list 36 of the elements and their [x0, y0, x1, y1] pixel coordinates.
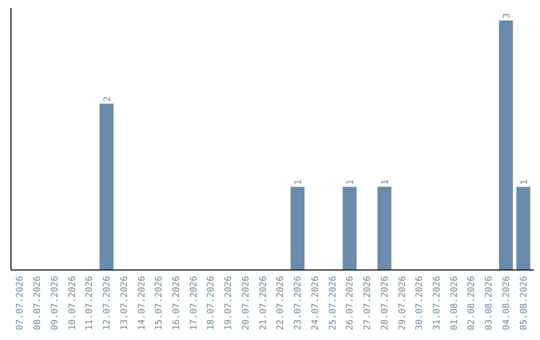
- x-tick-label: 17.07.2026: [189, 276, 200, 330]
- x-tick-label: 21.07.2026: [258, 276, 269, 330]
- x-tick-label: 10.07.2026: [68, 276, 78, 330]
- x-tick-label: 02.08.2026: [467, 276, 478, 330]
- x-tick-label: 23.07.2026: [294, 276, 304, 330]
- x-tick-label: 20.07.2026: [241, 276, 252, 330]
- x-tick-label: 11.07.2026: [85, 276, 96, 330]
- x-tick-label: 18.07.2026: [206, 276, 217, 330]
- x-tick-label: 03.08.2026: [484, 276, 495, 330]
- data-label: 1: [294, 179, 304, 185]
- x-tick-label: 04.08.2026: [502, 276, 512, 330]
- x-tick-label: 09.07.2026: [50, 276, 60, 330]
- x-tick-label: 15.07.2026: [154, 276, 165, 330]
- x-tick-label: 28.07.2026: [380, 276, 390, 330]
- x-tick-label: 24.07.2026: [310, 276, 321, 330]
- x-tick-label: 12.07.2026: [102, 276, 113, 330]
- x-tick-label: 13.07.2026: [120, 276, 130, 330]
- x-tick-label: 22.07.2026: [276, 276, 286, 330]
- x-tick-label: 07.07.2026: [16, 276, 26, 330]
- x-tick-label: 26.07.2026: [346, 276, 356, 330]
- x-tick-label: 19.07.2026: [224, 276, 234, 330]
- data-label: 1: [346, 179, 356, 185]
- x-tick-label: 31.07.2026: [432, 276, 442, 330]
- x-tick-label: 29.07.2026: [398, 276, 408, 330]
- data-label: 3: [502, 13, 512, 18]
- x-tick-label: 16.07.2026: [172, 276, 182, 330]
- x-tick-label: 05.08.2026: [519, 276, 530, 330]
- x-tick-label: 25.07.2026: [328, 276, 338, 330]
- data-label: 2: [103, 96, 114, 102]
- data-label: 1: [520, 179, 530, 185]
- x-tick-label: 14.07.2026: [137, 276, 148, 330]
- x-tick-label: 27.07.2026: [363, 276, 374, 330]
- x-tick-label: 08.07.2026: [33, 276, 44, 330]
- x-tick-label: 30.07.2026: [415, 276, 426, 330]
- data-label: 1: [380, 179, 391, 185]
- x-tick-label: 01.08.2026: [450, 276, 460, 330]
